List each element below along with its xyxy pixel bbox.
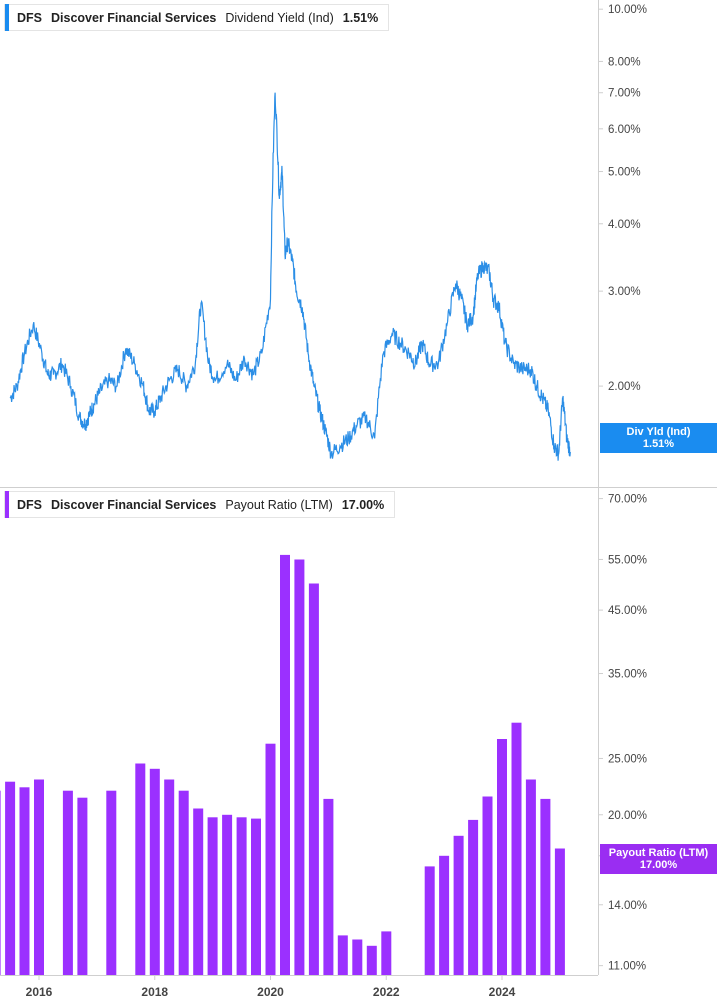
payout-legend-value: 17.00%	[341, 497, 385, 512]
payout-bar	[207, 817, 218, 975]
payout-bar	[497, 739, 507, 975]
payout-bar	[323, 798, 334, 975]
payout-bar	[525, 779, 536, 975]
payout-legend-company: Discover Financial Services	[51, 497, 217, 512]
payout-bar	[236, 817, 247, 975]
payout-y-tick-label: 70.00%	[608, 494, 647, 506]
payout-bar	[280, 554, 290, 975]
yield-legend-value: 1.51%	[342, 10, 379, 25]
payout-bar	[149, 768, 160, 975]
yield-value-tag: Div Yld (Ind) 1.51%	[600, 423, 717, 453]
payout-bar	[5, 781, 16, 975]
payout-y-ticks: 11.00%14.00%17.00%20.00%25.00%35.00%45.0…	[598, 494, 647, 973]
payout-y-tick-label: 14.00%	[608, 900, 647, 912]
payout-value-tag: Payout Ratio (LTM) 17.00%	[600, 844, 717, 874]
payout-legend-swatch	[5, 491, 9, 518]
yield-legend-ticker: DFS	[17, 10, 42, 25]
payout-bar	[337, 935, 348, 975]
yield-y-tick-label: 8.00%	[608, 56, 641, 68]
x-axis-ticks: 2016 2018 2020 2022 2024	[26, 975, 516, 999]
yield-y-ticks: 2.00% 3.00% 4.00% 5.00% 6.00% 7.00% 8.00% 10.00…	[598, 4, 647, 393]
yield-tag-value: 1.51%	[642, 438, 675, 450]
payout-bar	[294, 559, 305, 975]
payout-bar	[482, 796, 493, 975]
dividend-yield-line	[9, 92, 571, 461]
payout-bar	[265, 743, 276, 975]
payout-bar	[554, 848, 565, 975]
payout-y-tick-label: 11.00%	[608, 961, 646, 973]
payout-bars	[0, 554, 565, 975]
payout-bar	[453, 835, 464, 975]
payout-bar	[178, 790, 189, 975]
payout-bar	[222, 814, 233, 975]
payout-bar	[540, 798, 551, 975]
x-tick-label: 2016	[26, 985, 53, 999]
payout-y-tick-label: 25.00%	[608, 753, 647, 765]
payout-bar	[439, 855, 450, 975]
yield-legend-company: Discover Financial Services	[51, 10, 217, 25]
payout-tag-value: 17.00%	[639, 859, 678, 871]
payout-bar	[77, 797, 88, 975]
yield-legend-metric: Dividend Yield (Ind)	[225, 10, 334, 25]
payout-y-tick-label: 35.00%	[608, 669, 647, 681]
yield-y-tick-label: 10.00%	[608, 4, 647, 16]
yield-legend: DFS Discover Financial Services Dividend…	[4, 4, 390, 31]
payout-bar	[424, 866, 435, 975]
payout-bar	[62, 790, 73, 975]
payout-legend-ticker: DFS	[17, 497, 42, 512]
payout-legend: DFS Discover Financial Services Payout R…	[4, 491, 396, 518]
payout-y-tick-label: 45.00%	[608, 605, 647, 617]
payout-bar	[251, 818, 261, 975]
yield-y-tick-label: 5.00%	[608, 167, 641, 179]
payout-bar	[19, 787, 30, 975]
yield-y-tick-label: 4.00%	[608, 219, 641, 231]
payout-bar	[34, 779, 44, 975]
payout-bar	[352, 939, 363, 975]
yield-y-tick-label: 6.00%	[608, 124, 641, 136]
yield-y-tick-label: 3.00%	[608, 286, 641, 298]
payout-bar	[106, 790, 117, 975]
payout-bar	[308, 583, 319, 975]
x-tick-label: 2018	[141, 985, 168, 999]
yield-y-tick-label: 7.00%	[608, 88, 641, 100]
payout-bar	[381, 931, 392, 975]
payout-tag-label: Payout Ratio (LTM)	[608, 847, 709, 859]
payout-y-tick-label: 20.00%	[608, 810, 647, 822]
payout-bar	[366, 945, 377, 975]
yield-tag-label: Div Yld (Ind)	[626, 426, 691, 438]
payout-y-tick-label: 55.00%	[608, 554, 647, 566]
yield-legend-swatch	[5, 4, 9, 31]
payout-bar	[193, 808, 204, 975]
x-tick-label: 2020	[257, 985, 284, 999]
x-tick-label: 2022	[373, 985, 400, 999]
payout-bar	[135, 763, 146, 975]
payout-bar	[0, 790, 1, 975]
x-tick-label: 2024	[489, 985, 516, 999]
payout-bar	[164, 779, 175, 975]
payout-bar	[468, 819, 479, 975]
payout-legend-metric: Payout Ratio (LTM)	[225, 497, 333, 512]
yield-y-tick-label: 2.00%	[608, 381, 641, 393]
payout-bar	[511, 722, 522, 975]
